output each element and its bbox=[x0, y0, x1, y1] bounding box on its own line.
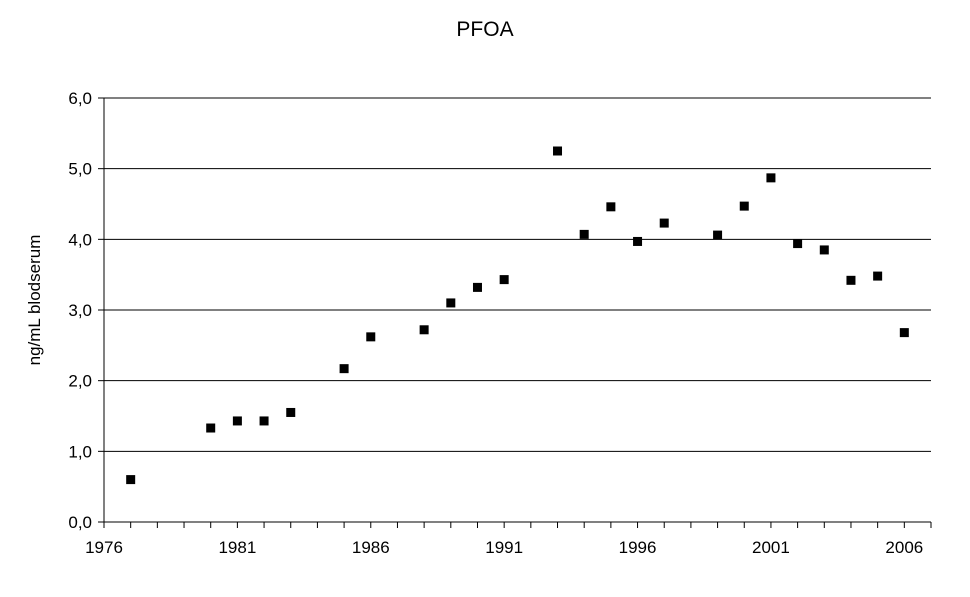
y-tick-label-4: 4,0 bbox=[68, 230, 92, 249]
x-tick-label-3: 1991 bbox=[485, 538, 523, 557]
data-point-1983 bbox=[286, 407, 296, 417]
x-axis-ticks: 1976 1981 1986 1991 1996 2001 2006 bbox=[85, 522, 932, 557]
data-point-1985 bbox=[339, 364, 349, 374]
data-point-1994 bbox=[579, 229, 589, 239]
data-point-2000 bbox=[739, 201, 749, 211]
data-point-1982 bbox=[259, 416, 269, 426]
y-axis-ticks: 0,0 1,0 2,0 3,0 4,0 5,0 6,0 bbox=[68, 89, 104, 532]
data-point-1986 bbox=[366, 332, 376, 342]
y-tick-label-6: 6,0 bbox=[68, 89, 92, 108]
data-point-1991 bbox=[499, 275, 509, 285]
y-tick-label-0: 0,0 bbox=[68, 513, 92, 532]
data-point-1988 bbox=[419, 325, 429, 335]
data-point-2001 bbox=[766, 173, 776, 183]
data-point-2004 bbox=[846, 275, 856, 285]
data-points bbox=[126, 146, 909, 485]
y-axis-label: ng/mL blodserum bbox=[25, 235, 44, 366]
data-point-1989 bbox=[446, 298, 456, 308]
data-point-2002 bbox=[793, 239, 803, 249]
chart-title: PFOA bbox=[456, 18, 513, 41]
data-point-1996 bbox=[633, 236, 643, 246]
data-point-2003 bbox=[819, 245, 829, 255]
data-point-1980 bbox=[206, 423, 216, 433]
y-tick-label-2: 2,0 bbox=[68, 372, 92, 391]
x-tick-label-0: 1976 bbox=[85, 538, 123, 557]
x-tick-label-6: 2006 bbox=[885, 538, 923, 557]
x-tick-label-5: 2001 bbox=[752, 538, 790, 557]
data-point-1993 bbox=[553, 146, 563, 156]
data-point-1990 bbox=[472, 282, 482, 292]
data-point-2006 bbox=[899, 328, 909, 338]
data-point-1999 bbox=[713, 230, 723, 240]
data-point-2005 bbox=[873, 271, 883, 281]
x-tick-label-4: 1996 bbox=[619, 538, 657, 557]
y-tick-label-3: 3,0 bbox=[68, 301, 92, 320]
x-tick-label-1: 1981 bbox=[218, 538, 256, 557]
x-tick-label-2: 1986 bbox=[352, 538, 390, 557]
data-point-1977 bbox=[126, 475, 136, 485]
data-point-1997 bbox=[659, 218, 669, 228]
y-tick-label-5: 5,0 bbox=[68, 160, 92, 179]
data-point-1995 bbox=[606, 202, 616, 212]
y-tick-label-1: 1,0 bbox=[68, 442, 92, 461]
gridlines bbox=[104, 97, 931, 452]
data-point-1981 bbox=[232, 416, 242, 426]
